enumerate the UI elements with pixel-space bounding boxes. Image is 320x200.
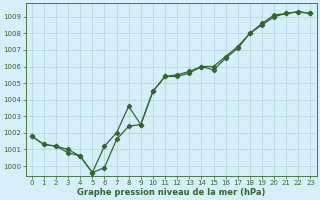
X-axis label: Graphe pression niveau de la mer (hPa): Graphe pression niveau de la mer (hPa) [77,188,265,197]
